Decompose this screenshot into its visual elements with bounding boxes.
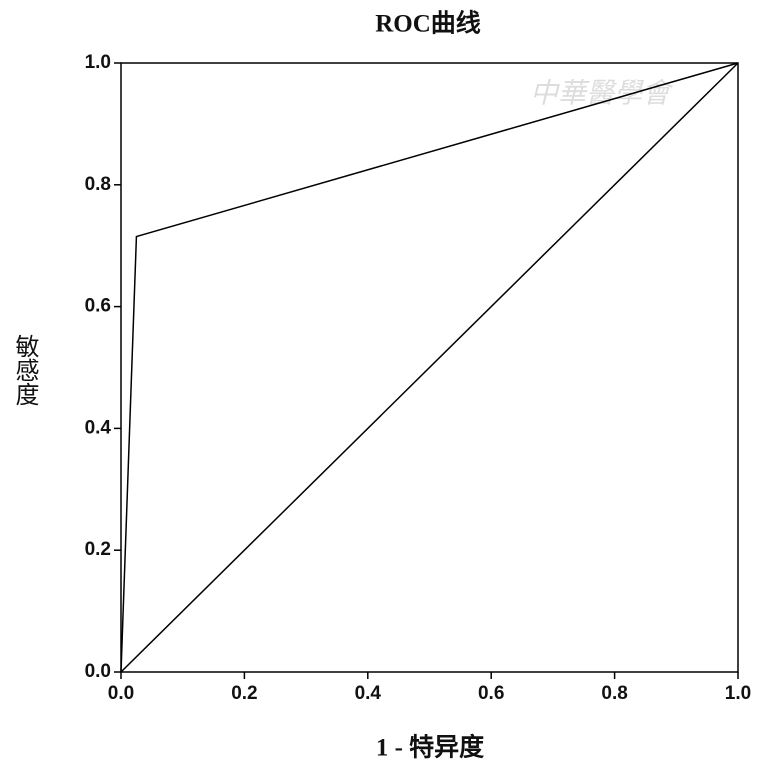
y-tick-label: 0.8 xyxy=(85,174,111,195)
y-tick-label: 0.0 xyxy=(85,661,111,682)
y-tick-label: 0.4 xyxy=(85,417,112,438)
y-tick-label: 1.0 xyxy=(85,52,111,73)
x-tick-label: 0.0 xyxy=(108,683,134,704)
chart-title: ROC曲线 xyxy=(375,9,481,38)
x-tick-label: 0.4 xyxy=(355,683,382,704)
watermark: 中華醫學會 xyxy=(530,77,674,110)
line xyxy=(120,62,739,673)
line xyxy=(120,62,739,673)
x-axis-label: 1 - 特异度 xyxy=(376,733,484,762)
x-tick-label: 0.2 xyxy=(231,683,257,704)
x-tick-label: 0.6 xyxy=(478,683,504,704)
plot-frame xyxy=(120,62,739,673)
x-tick-label: 1.0 xyxy=(725,683,751,704)
x-tick-label: 0.8 xyxy=(601,683,627,704)
y-tick-label: 0.6 xyxy=(85,296,111,317)
y-tick-label: 0.2 xyxy=(85,539,111,560)
y-axis-label: 敏感度 xyxy=(11,334,39,406)
